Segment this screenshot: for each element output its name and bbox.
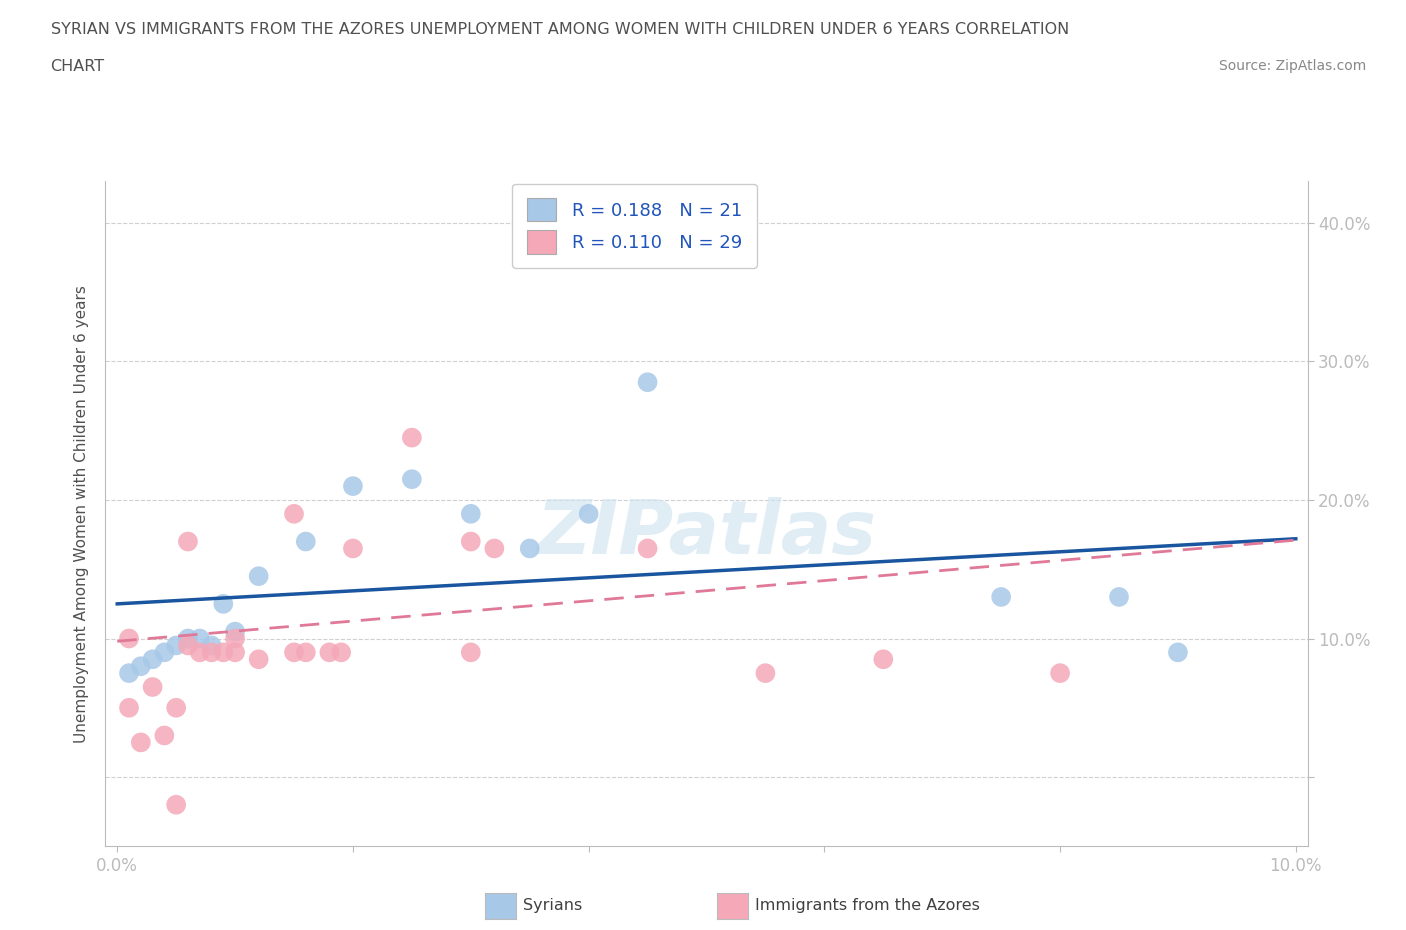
Text: CHART: CHART xyxy=(51,59,104,73)
Point xyxy=(177,638,200,653)
Point xyxy=(212,596,235,611)
Point xyxy=(188,644,211,659)
Point xyxy=(142,652,165,667)
Point xyxy=(153,728,176,743)
Point xyxy=(212,644,235,659)
Point xyxy=(283,644,305,659)
Text: Source: ZipAtlas.com: Source: ZipAtlas.com xyxy=(1219,59,1367,73)
Text: SYRIAN VS IMMIGRANTS FROM THE AZORES UNEMPLOYMENT AMONG WOMEN WITH CHILDREN UNDE: SYRIAN VS IMMIGRANTS FROM THE AZORES UNE… xyxy=(51,22,1069,37)
Point xyxy=(1108,590,1130,604)
Point xyxy=(200,644,222,659)
Text: Syrians: Syrians xyxy=(523,898,582,913)
Point xyxy=(318,644,340,659)
Point xyxy=(247,569,270,584)
Point xyxy=(224,624,246,639)
Point xyxy=(637,541,659,556)
Point xyxy=(118,666,141,681)
Legend: R = 0.188   N = 21, R = 0.110   N = 29: R = 0.188 N = 21, R = 0.110 N = 29 xyxy=(512,184,756,268)
Point xyxy=(637,375,659,390)
Point xyxy=(342,541,364,556)
Point xyxy=(224,631,246,646)
Point xyxy=(153,644,176,659)
Point xyxy=(460,507,482,522)
Point xyxy=(330,644,353,659)
Point xyxy=(129,735,152,750)
Y-axis label: Unemployment Among Women with Children Under 6 years: Unemployment Among Women with Children U… xyxy=(75,285,90,743)
Point xyxy=(177,534,200,549)
Point xyxy=(519,541,541,556)
Point xyxy=(872,652,894,667)
Point xyxy=(165,700,187,715)
Point xyxy=(188,631,211,646)
Point xyxy=(401,431,423,445)
Point xyxy=(484,541,506,556)
Point xyxy=(177,631,200,646)
Text: Immigrants from the Azores: Immigrants from the Azores xyxy=(755,898,980,913)
Point xyxy=(200,638,222,653)
Point xyxy=(401,472,423,486)
Point xyxy=(283,507,305,522)
Point xyxy=(294,534,316,549)
Point xyxy=(1049,666,1071,681)
Point xyxy=(294,644,316,659)
Point xyxy=(342,479,364,494)
Point xyxy=(247,652,270,667)
Text: ZIPatlas: ZIPatlas xyxy=(537,498,876,570)
Point xyxy=(224,644,246,659)
Point xyxy=(460,644,482,659)
Point xyxy=(118,700,141,715)
Point xyxy=(460,534,482,549)
Point xyxy=(118,631,141,646)
Point xyxy=(1167,644,1189,659)
Point xyxy=(990,590,1012,604)
Point xyxy=(165,638,187,653)
Point xyxy=(142,680,165,695)
Point xyxy=(754,666,776,681)
Point xyxy=(129,658,152,673)
Point xyxy=(165,797,187,812)
Point xyxy=(578,507,600,522)
